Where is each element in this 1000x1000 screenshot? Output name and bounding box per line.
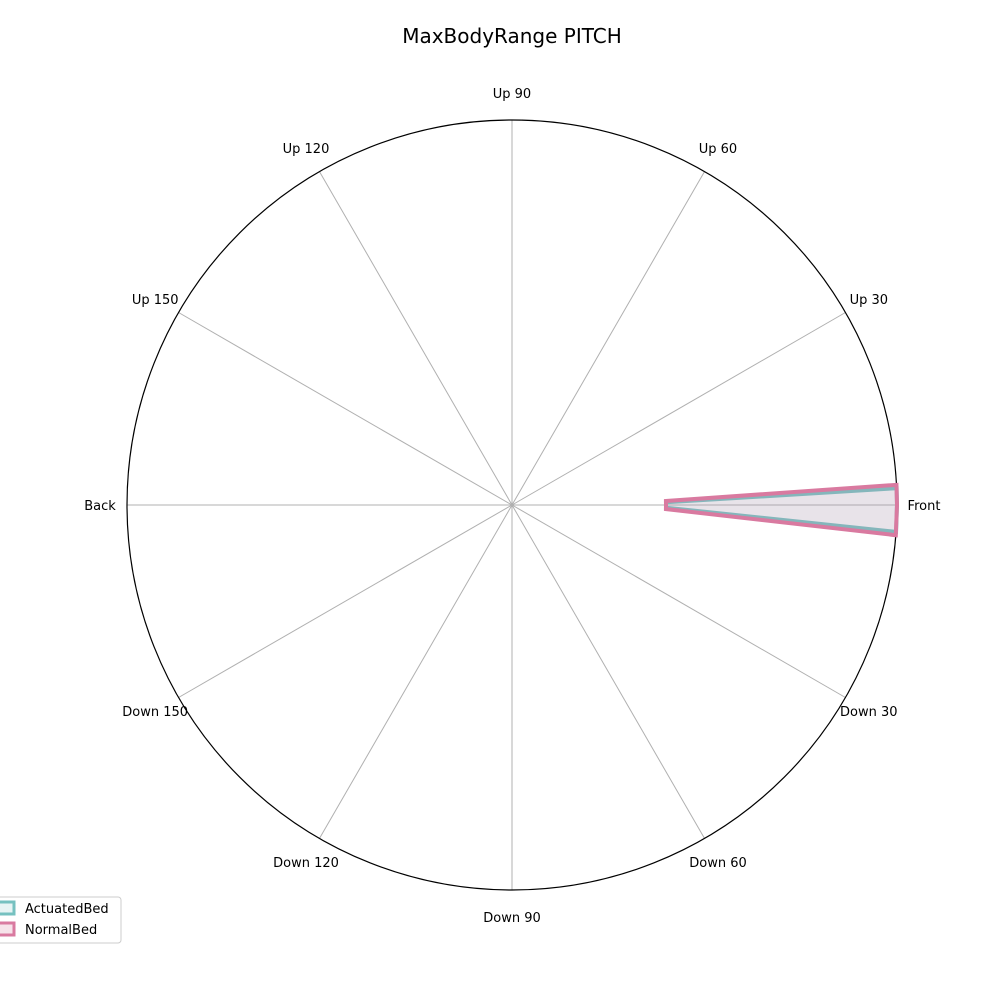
spoke-up-30 [511,312,846,506]
tick-label-up-90: Up 90 [493,87,531,102]
spoke-down-60 [511,504,705,839]
tick-label-down-120: Down 120 [273,856,339,871]
tick-label-front: Front [908,499,941,514]
spoke-up-150 [178,312,513,506]
spoke-up-120 [319,171,513,506]
spoke-down-30 [511,504,846,698]
legend-swatch-normalbed [0,921,16,937]
angle-tick-labels: Front Up 30 Up 60 Up 90 Up 120 Up 150 Back Down… [84,87,940,926]
spoke-down-120 [319,504,513,839]
series-layer [663,482,900,538]
chart-title: MaxBodyRange PITCH [402,24,622,48]
tick-label-back: Back [84,499,116,514]
legend-frame [0,896,122,944]
tick-label-up-120: Up 120 [283,142,330,157]
spoke-down-150 [178,504,513,698]
legend-label-normalbed: NormalBed [25,923,97,938]
tick-label-up-60: Up 60 [699,142,737,157]
tick-label-up-30: Up 30 [850,293,888,308]
series-normalbed-area [663,482,900,538]
tick-label-up-150: Up 150 [132,293,179,308]
radial-grid [127,120,897,890]
legend-label-actuatedbed: ActuatedBed [25,902,109,917]
legend: ActuatedBed NormalBed [0,896,122,944]
tick-label-down-30: Down 30 [840,705,898,720]
tick-label-down-90: Down 90 [483,911,541,926]
spoke-up-60 [511,171,705,506]
tick-label-down-60: Down 60 [689,856,747,871]
tick-label-down-150: Down 150 [122,705,188,720]
legend-swatch-actuatedbed [0,900,16,916]
